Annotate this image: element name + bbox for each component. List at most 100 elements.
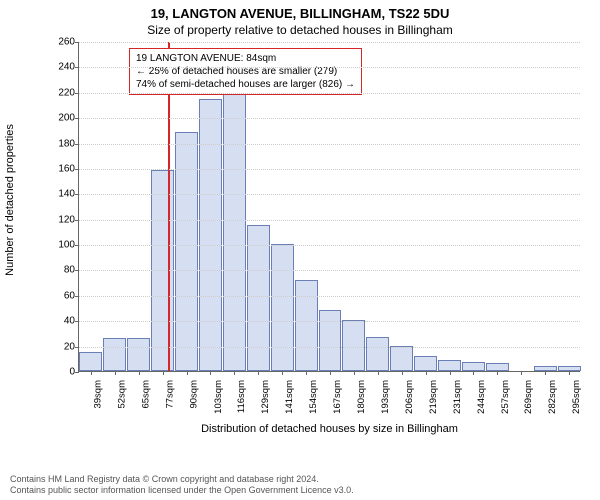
x-tick-label: 129sqm <box>260 380 271 414</box>
x-tick-label: 103sqm <box>212 380 223 414</box>
x-tick <box>210 371 211 375</box>
x-tick <box>521 371 522 375</box>
x-tick-label: 257sqm <box>499 380 510 414</box>
bar <box>462 362 485 371</box>
x-tick <box>187 371 188 375</box>
y-tick-label: 220 <box>51 87 75 98</box>
gridline <box>79 67 580 68</box>
y-tick-label: 0 <box>51 367 75 378</box>
y-tick-label: 20 <box>51 341 75 352</box>
x-tick-label: 154sqm <box>308 380 319 414</box>
x-tick-label: 231sqm <box>452 380 463 414</box>
chart-container: 19 LANGTON AVENUE: 84sqm ← 25% of detach… <box>50 42 580 412</box>
y-tick <box>75 169 79 170</box>
x-tick-label: 282sqm <box>547 380 558 414</box>
x-tick <box>450 371 451 375</box>
y-tick <box>75 194 79 195</box>
y-tick-label: 120 <box>51 214 75 225</box>
bar <box>366 337 389 371</box>
y-tick-label: 260 <box>51 37 75 48</box>
y-tick <box>75 372 79 373</box>
x-tick <box>163 371 164 375</box>
info-line-1: 19 LANGTON AVENUE: 84sqm <box>136 52 355 65</box>
gridline <box>79 245 580 246</box>
gridline <box>79 321 580 322</box>
gridline <box>79 118 580 119</box>
x-tick <box>569 371 570 375</box>
gridline <box>79 220 580 221</box>
x-tick-label: 295sqm <box>571 380 582 414</box>
x-axis-label: Distribution of detached houses by size … <box>79 423 580 435</box>
footer: Contains HM Land Registry data © Crown c… <box>10 474 354 497</box>
x-tick <box>402 371 403 375</box>
y-axis-label: Number of detached properties <box>4 124 16 276</box>
y-tick-label: 100 <box>51 240 75 251</box>
bar <box>127 338 150 371</box>
info-line-3: 74% of semi-detached houses are larger (… <box>136 78 355 91</box>
x-tick <box>378 371 379 375</box>
x-tick-label: 206sqm <box>404 380 415 414</box>
y-tick <box>75 245 79 246</box>
y-tick-label: 180 <box>51 138 75 149</box>
y-tick <box>75 296 79 297</box>
gridline <box>79 169 580 170</box>
bar <box>414 356 437 371</box>
x-tick-label: 180sqm <box>356 380 367 414</box>
bar <box>79 352 102 371</box>
x-tick <box>234 371 235 375</box>
y-tick-label: 140 <box>51 189 75 200</box>
x-tick <box>306 371 307 375</box>
y-tick-label: 200 <box>51 113 75 124</box>
gridline <box>79 144 580 145</box>
gridline <box>79 93 580 94</box>
bar <box>295 280 318 371</box>
x-tick <box>354 371 355 375</box>
y-tick-label: 60 <box>51 290 75 301</box>
x-tick-label: 167sqm <box>332 380 343 414</box>
y-tick-label: 80 <box>51 265 75 276</box>
y-tick <box>75 321 79 322</box>
y-tick <box>75 347 79 348</box>
y-tick <box>75 42 79 43</box>
bar <box>390 346 413 371</box>
footer-line-2: Contains public sector information licen… <box>10 485 354 496</box>
page-title: 19, LANGTON AVENUE, BILLINGHAM, TS22 5DU <box>0 0 600 21</box>
x-tick <box>545 371 546 375</box>
y-tick <box>75 144 79 145</box>
plot-area: 19 LANGTON AVENUE: 84sqm ← 25% of detach… <box>78 42 580 372</box>
x-tick-label: 65sqm <box>141 380 152 409</box>
y-tick <box>75 118 79 119</box>
gridline <box>79 194 580 195</box>
bar <box>438 360 461 371</box>
x-tick <box>258 371 259 375</box>
bar <box>247 225 270 371</box>
page-subtitle: Size of property relative to detached ho… <box>0 21 600 41</box>
x-tick <box>282 371 283 375</box>
x-tick-label: 244sqm <box>475 380 486 414</box>
x-tick <box>115 371 116 375</box>
x-tick-label: 90sqm <box>189 380 200 409</box>
bar <box>486 363 509 371</box>
bar <box>103 338 126 371</box>
x-tick-label: 219sqm <box>428 380 439 414</box>
footer-line-1: Contains HM Land Registry data © Crown c… <box>10 474 354 485</box>
x-tick <box>330 371 331 375</box>
x-tick <box>497 371 498 375</box>
x-tick-label: 77sqm <box>165 380 176 409</box>
info-box: 19 LANGTON AVENUE: 84sqm ← 25% of detach… <box>129 48 362 95</box>
x-tick-label: 193sqm <box>380 380 391 414</box>
x-tick-label: 269sqm <box>523 380 534 414</box>
x-tick <box>91 371 92 375</box>
x-tick <box>426 371 427 375</box>
x-tick-label: 141sqm <box>284 380 295 414</box>
x-tick <box>473 371 474 375</box>
gridline <box>79 296 580 297</box>
gridline <box>79 42 580 43</box>
bar <box>319 310 342 371</box>
y-tick <box>75 270 79 271</box>
y-tick <box>75 67 79 68</box>
y-tick-label: 160 <box>51 163 75 174</box>
x-tick-label: 39sqm <box>93 380 104 409</box>
y-tick <box>75 220 79 221</box>
gridline <box>79 347 580 348</box>
